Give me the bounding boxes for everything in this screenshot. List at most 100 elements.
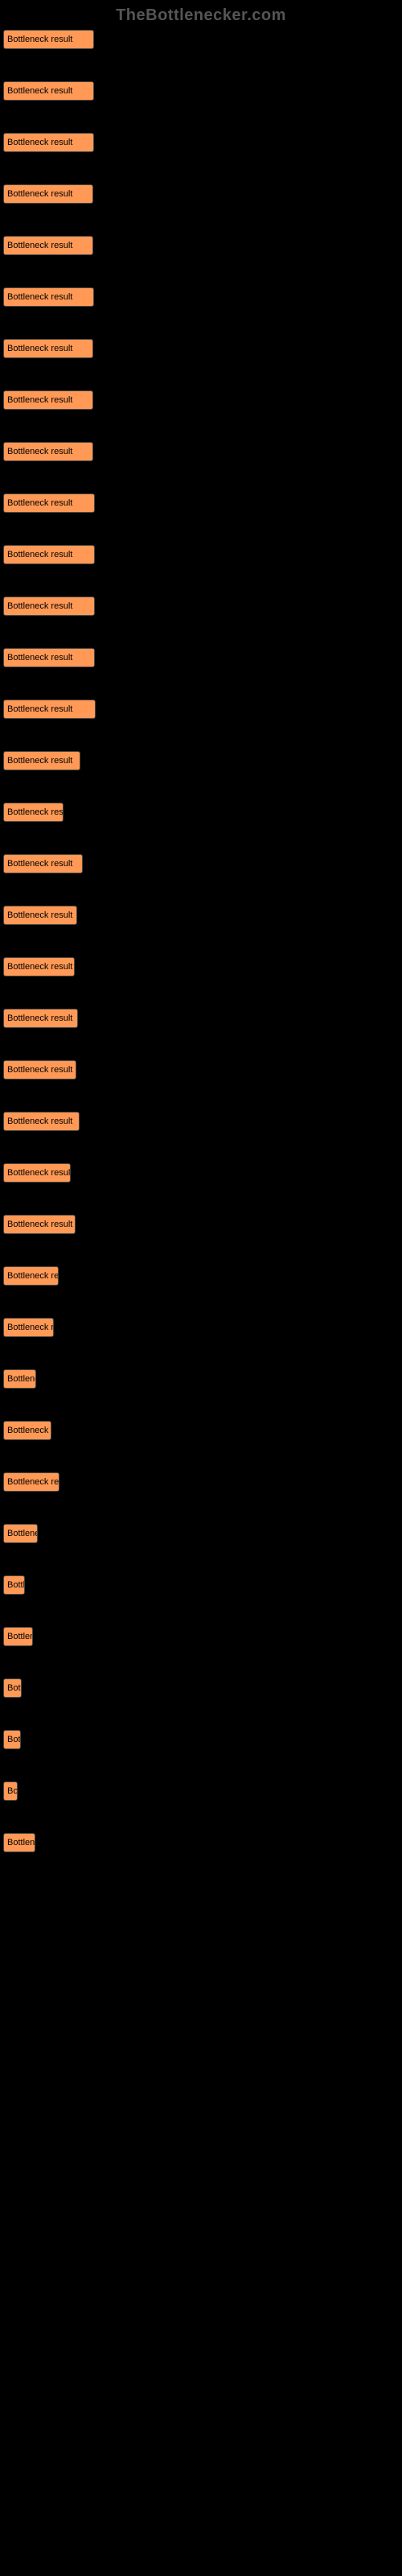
- bar: Bottleneck result: [3, 957, 75, 976]
- bar-label: Bottleneck result: [7, 1529, 38, 1538]
- bar: Bottleneck result: [3, 442, 93, 461]
- bar-group: Bottleneck result: [3, 1678, 399, 1698]
- bar: Bottleneck result: [3, 339, 93, 358]
- bar-label: Bottleneck result: [7, 550, 72, 559]
- bar-label: Bottleneck result: [7, 1013, 72, 1023]
- bar-group: Bottleneck result: [3, 803, 399, 822]
- bar: Bottleneck result: [3, 1472, 59, 1492]
- bar-label: Bottleneck result: [7, 138, 72, 147]
- bar-label: Bottleneck result: [7, 189, 72, 199]
- bar: Bottleneck result: [3, 1627, 33, 1646]
- bar-label: Bottleneck result: [7, 653, 72, 663]
- bar: Bottleneck result: [3, 493, 95, 513]
- bar: Bottleneck result: [3, 1163, 71, 1183]
- bar: Bottleneck result: [3, 1318, 54, 1337]
- bar: Bottleneck result: [3, 906, 77, 925]
- bar-group: Bottleneck result: [3, 700, 399, 719]
- bar-label: Bottleneck result: [7, 962, 72, 972]
- bar-group: Bottleneck result: [3, 1266, 399, 1286]
- bar: Bottleneck result: [3, 236, 93, 255]
- bar-group: Bottleneck result: [3, 1627, 399, 1646]
- bar-label: Bottleneck result: [7, 1580, 25, 1590]
- bar: Bottleneck result: [3, 1575, 25, 1595]
- bar-label: Bottleneck result: [7, 1168, 71, 1178]
- bar-group: Bottleneck result: [3, 1781, 399, 1801]
- bar: Bottleneck result: [3, 390, 93, 410]
- bar-label: Bottleneck result: [7, 1374, 36, 1384]
- bar-group: Bottleneck result: [3, 133, 399, 152]
- bar-group: Bottleneck result: [3, 1009, 399, 1028]
- bar-label: Bottleneck result: [7, 1065, 72, 1075]
- bar-label: Bottleneck result: [7, 395, 72, 405]
- bar-group: Bottleneck result: [3, 390, 399, 410]
- bar: Bottleneck result: [3, 287, 94, 307]
- bar: Bottleneck result: [3, 1215, 76, 1234]
- bar-group: Bottleneck result: [3, 1318, 399, 1337]
- bar-group: Bottleneck result: [3, 751, 399, 770]
- bar-group: Bottleneck result: [3, 648, 399, 667]
- bar: Bottleneck result: [3, 803, 64, 822]
- bar-label: Bottleneck result: [7, 498, 72, 508]
- bar-label: Bottleneck result: [7, 1632, 33, 1641]
- watermark-text: TheBottlenecker.com: [116, 6, 286, 24]
- bar-group: Bottleneck result: [3, 545, 399, 564]
- bar-label: Bottleneck result: [7, 704, 72, 714]
- bar-label: Bottleneck result: [7, 910, 72, 920]
- bar: Bottleneck result: [3, 133, 94, 152]
- bar-label: Bottleneck result: [7, 1117, 72, 1126]
- bar-label: Bottleneck result: [7, 35, 72, 44]
- bar-label: Bottleneck result: [7, 1426, 51, 1435]
- bar-label: Bottleneck result: [7, 447, 72, 456]
- bar: Bottleneck result: [3, 854, 83, 873]
- bar: Bottleneck result: [3, 1060, 76, 1080]
- bar-group: Bottleneck result: [3, 236, 399, 255]
- bar-group: Bottleneck result: [3, 854, 399, 873]
- bar: Bottleneck result: [3, 1524, 38, 1543]
- bar-group: Bottleneck result: [3, 442, 399, 461]
- bar: Bottleneck result: [3, 1112, 80, 1131]
- bar-label: Bottleneck result: [7, 1477, 59, 1487]
- bar: Bottleneck result: [3, 1369, 36, 1389]
- bar-label: Bottleneck result: [7, 859, 72, 869]
- bars-container: Bottleneck result Bottleneck result Bottle…: [0, 30, 402, 1852]
- bar: Bottleneck result: [3, 545, 95, 564]
- bar-group: Bottleneck result: [3, 339, 399, 358]
- bar-group: Bottleneck result: [3, 1163, 399, 1183]
- bar-group: Bottleneck result: [3, 1575, 399, 1595]
- bar-group: Bottleneck result: [3, 1060, 399, 1080]
- bar-label: Bottleneck result: [7, 1786, 18, 1796]
- bar-group: Bottleneck result: [3, 493, 399, 513]
- bar-label: Bottleneck result: [7, 601, 72, 611]
- bar-label: Bottleneck result: [7, 756, 72, 766]
- bar: Bottleneck result: [3, 30, 94, 49]
- bar-label: Bottleneck result: [7, 241, 72, 250]
- bar: Bottleneck result: [3, 1781, 18, 1801]
- bar-group: Bottleneck result: [3, 1833, 399, 1852]
- bar-label: Bottleneck result: [7, 807, 64, 817]
- bar-group: Bottleneck result: [3, 1421, 399, 1440]
- bar-group: Bottleneck result: [3, 906, 399, 925]
- bar-group: Bottleneck result: [3, 81, 399, 101]
- bar: Bottleneck result: [3, 1678, 22, 1698]
- bar-group: Bottleneck result: [3, 1112, 399, 1131]
- bar: Bottleneck result: [3, 1421, 51, 1440]
- bar-group: Bottleneck result: [3, 1369, 399, 1389]
- bar-group: Bottleneck result: [3, 597, 399, 616]
- bar: Bottleneck result: [3, 1833, 35, 1852]
- watermark: TheBottlenecker.com: [0, 0, 402, 28]
- bar: Bottleneck result: [3, 1266, 59, 1286]
- bar: Bottleneck result: [3, 184, 93, 204]
- bar: Bottleneck result: [3, 751, 80, 770]
- bar-label: Bottleneck result: [7, 292, 72, 302]
- bar: Bottleneck result: [3, 1009, 78, 1028]
- bar-group: Bottleneck result: [3, 1524, 399, 1543]
- bar: Bottleneck result: [3, 597, 95, 616]
- bar-group: Bottleneck result: [3, 1730, 399, 1749]
- bar-label: Bottleneck result: [7, 1323, 54, 1332]
- bar: Bottleneck result: [3, 81, 94, 101]
- bar-label: Bottleneck result: [7, 1271, 59, 1281]
- bar-label: Bottleneck result: [7, 86, 72, 96]
- bar-group: Bottleneck result: [3, 184, 399, 204]
- bar: Bottleneck result: [3, 1730, 21, 1749]
- bar-group: Bottleneck result: [3, 957, 399, 976]
